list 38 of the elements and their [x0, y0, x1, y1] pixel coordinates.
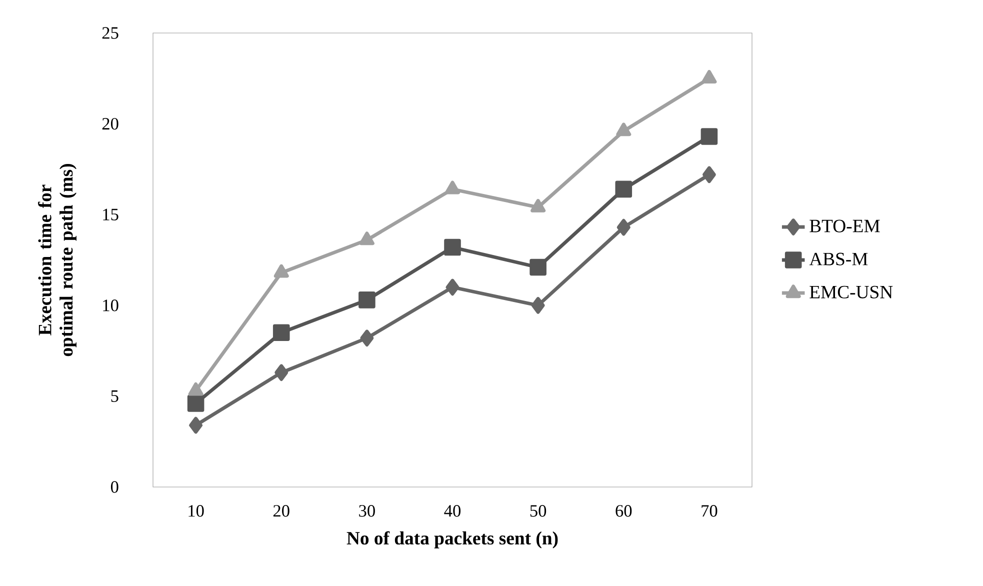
point — [530, 198, 546, 212]
x-tick-label: 20 — [273, 505, 290, 517]
point — [616, 218, 630, 236]
y-axis-title: Execution time for optimal route path (ms) — [38, 164, 76, 356]
point — [358, 292, 376, 308]
y-tick-label: 10 — [103, 300, 118, 312]
point — [360, 330, 374, 346]
x-tick-label: 10 — [188, 505, 204, 517]
point — [446, 278, 460, 296]
legend-label: EMC-USN — [810, 286, 893, 298]
point — [531, 296, 545, 314]
point — [272, 324, 290, 342]
point — [359, 232, 374, 246]
x-tick-label: 40 — [444, 505, 461, 517]
y-tick-label: 25 — [102, 27, 118, 39]
point — [615, 180, 632, 198]
point — [530, 258, 546, 276]
point — [444, 180, 460, 194]
point — [187, 395, 204, 412]
x-tick-label: 30 — [359, 505, 375, 517]
legend-label: BTO-EM — [810, 220, 880, 232]
y-tick-label: 20 — [102, 118, 118, 130]
point — [702, 166, 716, 184]
y-tick-label: 15 — [103, 208, 118, 220]
point — [274, 264, 289, 278]
x-tick-label: 50 — [530, 505, 546, 517]
point — [702, 70, 717, 84]
point — [274, 364, 288, 381]
x-tick-label: 60 — [616, 505, 632, 517]
point — [189, 416, 203, 434]
x-axis-title: No of data packets sent (n) — [346, 531, 558, 548]
y-tick-label: 0 — [110, 481, 118, 493]
legend-label: ABS-M — [809, 252, 868, 266]
point — [444, 238, 461, 256]
y-tick-label: 5 — [111, 390, 118, 402]
x-tick-label: 70 — [702, 505, 718, 517]
point — [616, 122, 632, 136]
point — [700, 128, 718, 145]
